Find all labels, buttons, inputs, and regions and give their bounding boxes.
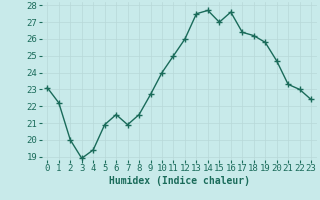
- X-axis label: Humidex (Indice chaleur): Humidex (Indice chaleur): [109, 176, 250, 186]
